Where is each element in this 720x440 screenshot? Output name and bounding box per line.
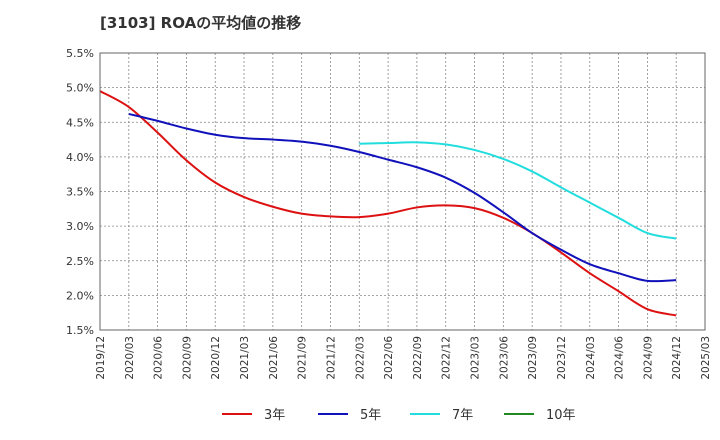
x-tick-label: 2023/06 [498, 336, 510, 380]
x-tick-label: 2020/09 [181, 336, 193, 380]
y-tick-label: 5.5% [66, 47, 94, 60]
y-tick-label: 4.5% [66, 116, 94, 129]
legend-label-1: 5年 [360, 408, 381, 423]
legend-label-3: 10年 [546, 408, 576, 423]
x-tick-label: 2022/06 [383, 336, 395, 380]
series-line-0 [99, 90, 677, 317]
x-tick-label: 2025/03 [700, 336, 712, 380]
y-tick-label: 2.0% [66, 289, 94, 302]
y-tick-label: 2.5% [66, 255, 94, 268]
y-tick-label: 5.0% [66, 82, 94, 95]
legend-label-2: 7年 [452, 408, 473, 423]
x-tick-label: 2024/06 [614, 336, 626, 380]
y-axis-ticks: 1.5% 2.0% 2.5% 3.0% 3.5% 4.0% 4.5% 5.0% 5.5% [66, 47, 94, 337]
y-tick-label: 4.0% [66, 151, 94, 164]
x-tick-label: 2020/06 [153, 336, 165, 380]
plot-frame [99, 52, 706, 331]
chart-title: [3103] ROAの平均値の推移 [100, 14, 302, 32]
y-tick-label: 3.0% [66, 220, 94, 233]
x-tick-label: 2021/09 [297, 336, 309, 380]
x-tick-label: 2023/12 [556, 336, 568, 380]
x-tick-label: 2024/09 [642, 336, 654, 380]
x-axis-ticks: 2019/12 2020/03 2020/06 2020/09 2020/12 2021/… [95, 336, 712, 380]
x-tick-label: 2022/12 [441, 336, 453, 380]
y-tick-label: 1.5% [66, 324, 94, 337]
x-tick-label: 2024/12 [671, 336, 683, 380]
x-tick-label: 2024/03 [585, 336, 597, 380]
x-tick-label: 2020/12 [210, 336, 222, 380]
x-tick-label: 2021/12 [325, 336, 337, 380]
x-tick-label: 2023/09 [527, 336, 539, 380]
x-tick-label: 2019/12 [95, 336, 107, 380]
x-tick-label: 2023/03 [470, 336, 482, 380]
x-tick-label: 2022/09 [412, 336, 424, 380]
x-tick-label: 2021/06 [268, 336, 280, 380]
x-tick-label: 2022/03 [354, 336, 366, 380]
x-tick-label: 2020/03 [124, 336, 136, 380]
legend: 3年 5年 7年 10年 [222, 408, 576, 423]
legend-label-0: 3年 [264, 408, 285, 423]
x-tick-label: 2021/03 [239, 336, 251, 380]
series-line-1 [128, 112, 677, 283]
series-lines [99, 90, 677, 317]
y-tick-label: 3.5% [66, 186, 94, 199]
series-line-2 [359, 141, 677, 240]
